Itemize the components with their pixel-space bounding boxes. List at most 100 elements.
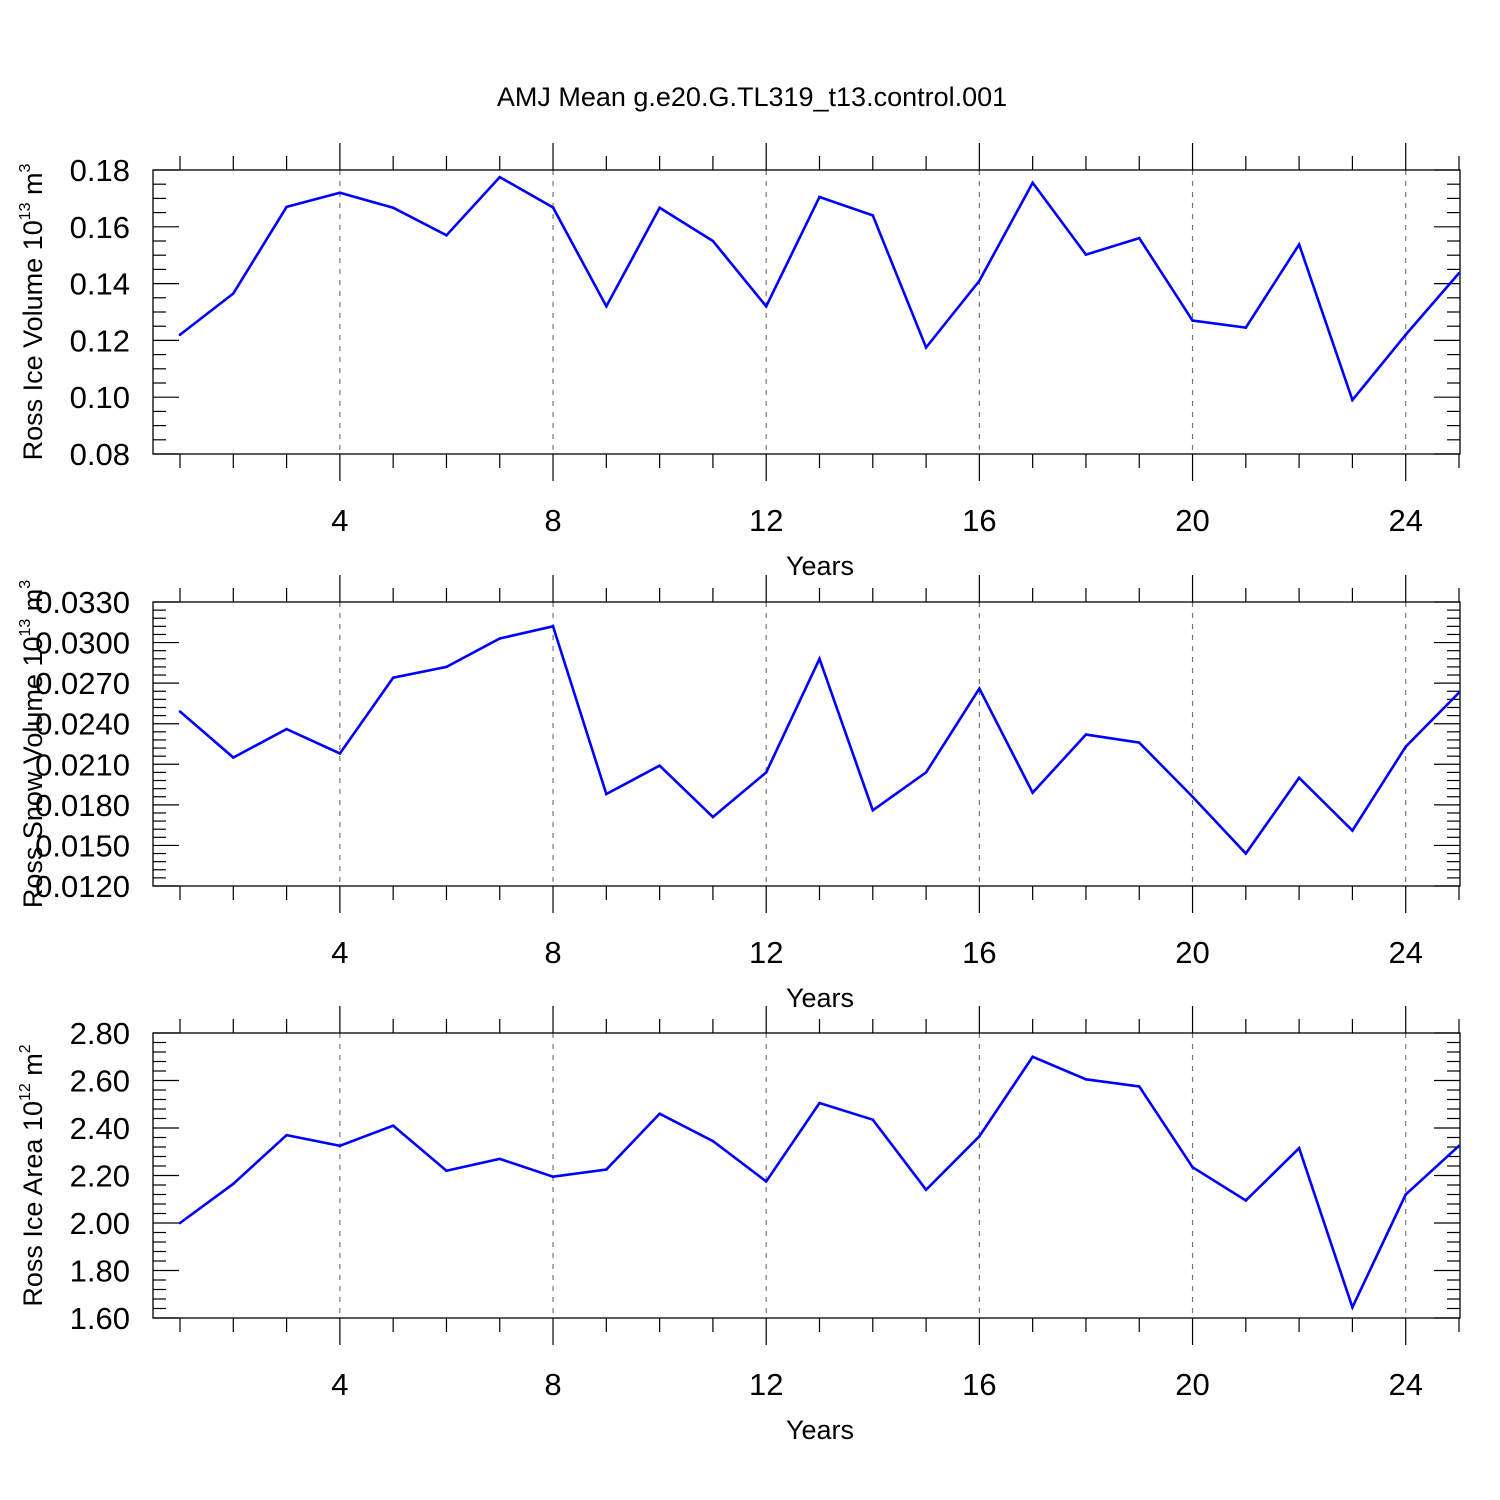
x-tick-label: 24 — [1388, 503, 1422, 538]
y-axis-title-part: m — [18, 589, 48, 619]
panel-2: 4 8 12 16 20 24 0.0120 0.0150 0.0180 0.0210 0.0240… — [17, 575, 1461, 1013]
y-axis-title-part: Ross Snow Volume 10 — [18, 637, 48, 909]
x-tick-label: 16 — [962, 1367, 996, 1402]
x-tick-label: 12 — [749, 1367, 783, 1402]
data-point — [231, 292, 235, 295]
x-tick-label: 12 — [749, 503, 783, 538]
data-point — [1137, 236, 1141, 240]
data-point — [924, 346, 928, 349]
x-tick-label: 8 — [544, 935, 561, 970]
y-tick-label: 0.10 — [70, 380, 130, 415]
data-point — [1137, 1085, 1141, 1088]
data-point — [1457, 691, 1461, 694]
data-point — [445, 234, 448, 237]
y-tick-label: 0.12 — [70, 323, 130, 358]
data-point — [605, 1168, 608, 1171]
x-tick-label: 24 — [1388, 935, 1422, 970]
data-point — [1404, 745, 1408, 749]
data-point — [1351, 1306, 1354, 1309]
x-tick-label: 4 — [331, 935, 348, 970]
plot-frame — [152, 601, 1461, 887]
x-tick-label: 8 — [544, 1367, 561, 1402]
y-tick-label: 0.14 — [70, 267, 130, 302]
x-tick-label: 8 — [544, 503, 561, 538]
data-point — [498, 1157, 502, 1161]
data-point — [1457, 1144, 1461, 1148]
data-point — [978, 1135, 981, 1138]
y-tick-label: 0.16 — [70, 210, 130, 245]
data-point — [178, 1221, 182, 1225]
data-point — [658, 1112, 661, 1116]
data-point — [818, 1101, 821, 1105]
data-point — [1351, 829, 1354, 832]
data-point — [1404, 333, 1408, 337]
x-tick-label: 16 — [962, 503, 996, 538]
data-point — [711, 815, 715, 819]
data-point — [231, 756, 235, 759]
y-axis-title-part: m — [18, 172, 48, 202]
data-point — [445, 665, 448, 669]
data-point — [1084, 253, 1088, 256]
series-line — [179, 175, 1460, 403]
y-axis-title-part: Ross Ice Area 10 — [18, 1101, 48, 1307]
data-point — [764, 771, 768, 774]
data-point — [338, 191, 342, 195]
y-axis-title-part: Ross Ice Volume 10 — [18, 220, 48, 460]
y-tick-label: 0.0330 — [35, 585, 130, 620]
data-point — [658, 764, 661, 767]
data-point — [658, 206, 661, 210]
data-point — [924, 1188, 928, 1192]
y-tick-label: 0.0180 — [35, 788, 130, 823]
data-point — [711, 239, 715, 243]
data-point — [551, 625, 555, 628]
y-tick-label: 0.0300 — [35, 626, 130, 661]
x-axis-title: Years — [786, 983, 854, 1013]
y-axis-title: Ross Ice Volume 1013 m3 — [17, 163, 48, 460]
x-axis-title: Years — [786, 1415, 854, 1445]
data-point — [1457, 271, 1461, 275]
data-point — [1031, 181, 1034, 185]
y-axis-title: Ross Snow Volume 1013 m3 — [17, 580, 48, 908]
y-axis-title-part: m — [18, 1053, 48, 1083]
data-point — [285, 727, 288, 731]
data-point — [764, 305, 768, 308]
data-point — [1031, 1055, 1034, 1059]
data-point — [231, 1182, 235, 1186]
data-point — [285, 1133, 288, 1137]
x-tick-label: 12 — [749, 935, 783, 970]
data-point — [1244, 852, 1248, 855]
y-tick-label: 0.0270 — [35, 666, 130, 701]
data-point — [391, 206, 395, 210]
data-point — [871, 1118, 875, 1121]
data-point — [1084, 1078, 1088, 1081]
data-point — [818, 195, 821, 199]
y-tick-label: 1.60 — [70, 1301, 130, 1336]
data-point — [551, 206, 555, 209]
y-tick-label: 0.0240 — [35, 707, 130, 742]
y-tick-label: 0.08 — [70, 437, 130, 472]
data-point — [391, 676, 395, 680]
data-point — [285, 205, 288, 209]
y-tick-label: 2.40 — [70, 1111, 130, 1146]
y-tick-label: 0.0150 — [35, 828, 130, 863]
data-point — [1137, 741, 1141, 744]
y-tick-label: 2.00 — [70, 1206, 130, 1241]
data-point — [871, 214, 875, 217]
data-point — [1191, 1165, 1194, 1169]
data-point — [338, 752, 342, 755]
y-tick-label: 2.60 — [70, 1064, 130, 1099]
y-axis-title-part: 13 — [17, 619, 34, 637]
plot-frame — [152, 169, 1461, 455]
data-point — [924, 771, 928, 774]
x-tick-label: 20 — [1175, 503, 1209, 538]
chart-panels: 4 8 12 16 20 24 0.08 0.10 0.12 0.14 0.16 0.18 Years R… — [17, 143, 1461, 1445]
data-point — [1297, 776, 1301, 780]
series-line — [179, 624, 1460, 856]
y-axis-title: Ross Ice Area 1012 m2 — [17, 1044, 48, 1306]
x-tick-label: 20 — [1175, 1367, 1209, 1402]
y-tick-label: 0.18 — [70, 153, 130, 188]
data-point — [764, 1180, 768, 1183]
x-axis-title: Years — [786, 551, 854, 581]
plot-frame — [152, 1032, 1461, 1319]
